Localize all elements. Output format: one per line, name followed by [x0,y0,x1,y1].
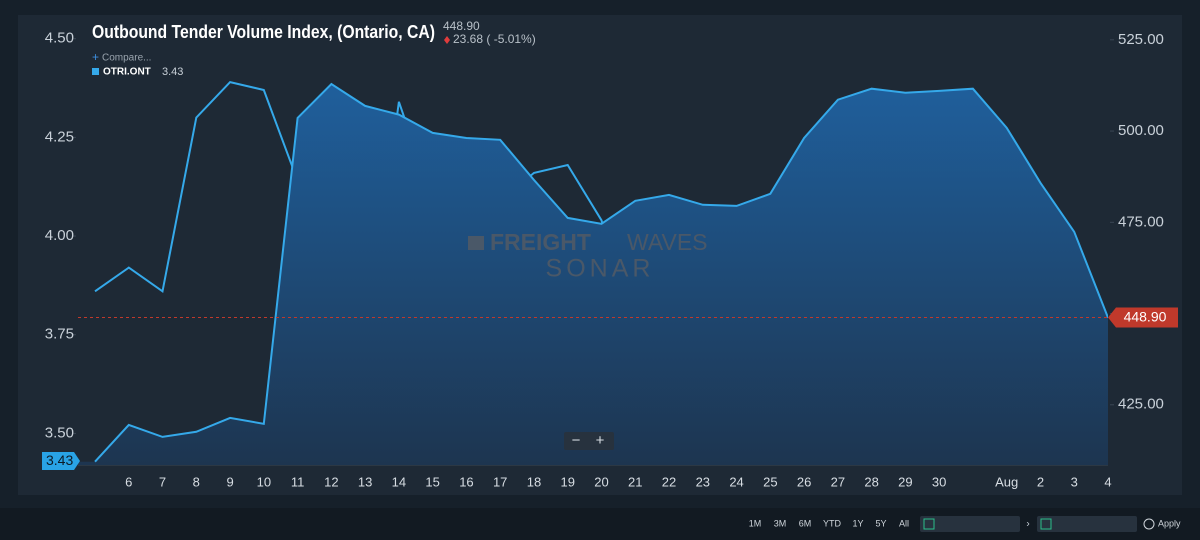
date-input[interactable] [920,516,1020,532]
x-tick-label: 24 [729,474,743,489]
y-tick-label: 4.25 [45,128,74,145]
calendar-icon [1040,518,1052,530]
plot-area: 3.503.754.004.254.50425.00450.00475.0050… [42,30,1178,489]
range-button[interactable]: 1Y [852,518,863,528]
x-tick-label: 16 [459,474,473,489]
x-tick-label: 10 [257,474,271,489]
x-tick-label: 27 [831,474,845,489]
zoom-in[interactable]: + [596,432,605,449]
x-tick-label: 9 [226,474,233,489]
current-value: 448.90 [443,19,480,33]
x-tick-label: 12 [324,474,338,489]
change-value: 23.68 ( -5.01%) [453,32,536,46]
legend-value: 3.43 [162,66,183,78]
watermark: FREIGHT WAVES SONAR [468,229,708,283]
range-button[interactable]: 5Y [875,518,886,528]
range-button[interactable]: 1M [749,518,762,528]
x-tick-label: 20 [594,474,608,489]
legend-swatch [92,68,99,75]
x-tick-label: 15 [425,474,439,489]
y-tick-label: 4.50 [45,30,74,47]
y-tick-label: 4.00 [45,227,74,244]
range-button[interactable]: 3M [774,518,787,528]
x-tick-label: 19 [560,474,574,489]
watermark-brand: FREIGHT [490,229,591,255]
x-tick-label: 3 [1071,474,1078,489]
apply-button[interactable]: Apply [1158,518,1181,528]
zoom-box [564,432,614,450]
x-tick-label: 26 [797,474,811,489]
x-tick-label: 29 [898,474,912,489]
y2-tick-label: 425.00 [1118,396,1164,413]
y-tick-label: 3.75 [45,326,74,343]
calendar-icon [923,518,935,530]
x-tick-label: Aug [995,474,1018,489]
x-tick-label: 25 [763,474,777,489]
range-controls: 1M 3M 6M YTD 1Y 5Y All [749,518,909,528]
x-tick-label: 17 [493,474,507,489]
x-tick-label: 11 [291,474,305,489]
x-tick-label: 13 [358,474,372,489]
x-tick-label: 14 [392,474,406,489]
x-tick-label: 28 [864,474,878,489]
y2-tick-label: 475.00 [1118,213,1164,230]
range-button[interactable]: All [899,518,909,528]
x-tick-label: 30 [932,474,946,489]
y2-tick-label: 525.00 [1118,31,1164,48]
series-tag-label: 3.43 [46,452,73,468]
series-tag [42,452,80,471]
watermark-icon [468,236,484,250]
range-button[interactable]: YTD [823,518,842,528]
x-tick-label: 7 [159,474,166,489]
x-tick-label: 2 [1037,474,1044,489]
x-tick-label: 6 [125,474,132,489]
compare-icon: + [92,50,99,64]
area-fill [78,84,1108,465]
change-indicator [444,36,450,44]
y-tick-label: 3.50 [45,424,74,441]
x-tick-label: 23 [696,474,710,489]
x-tick-label: 8 [193,474,200,489]
x-tick-label: 22 [662,474,676,489]
zoom-out[interactable]: − [572,432,581,449]
x-tick-label: 4 [1104,474,1111,489]
series-line [94,82,1108,463]
range-button[interactable]: 6M [799,518,812,528]
compare-button[interactable]: Compare... [102,53,151,64]
x-tick-label: 18 [527,474,541,489]
current-value-tag [1108,307,1178,328]
date-separator: › [1026,519,1029,530]
chart-title: Outbound Tender Volume Index, (Ontario, … [92,22,435,42]
watermark-brand: WAVES [627,229,708,255]
date-input[interactable] [1037,516,1137,532]
x-tick-label: 21 [628,474,642,489]
current-value-tag-label: 448.90 [1124,308,1167,324]
apply-icon [1143,518,1155,530]
watermark-product: SONAR [546,255,655,283]
y2-tick-label: 500.00 [1118,122,1164,139]
legend-label: OTRI.ONT [103,67,151,78]
